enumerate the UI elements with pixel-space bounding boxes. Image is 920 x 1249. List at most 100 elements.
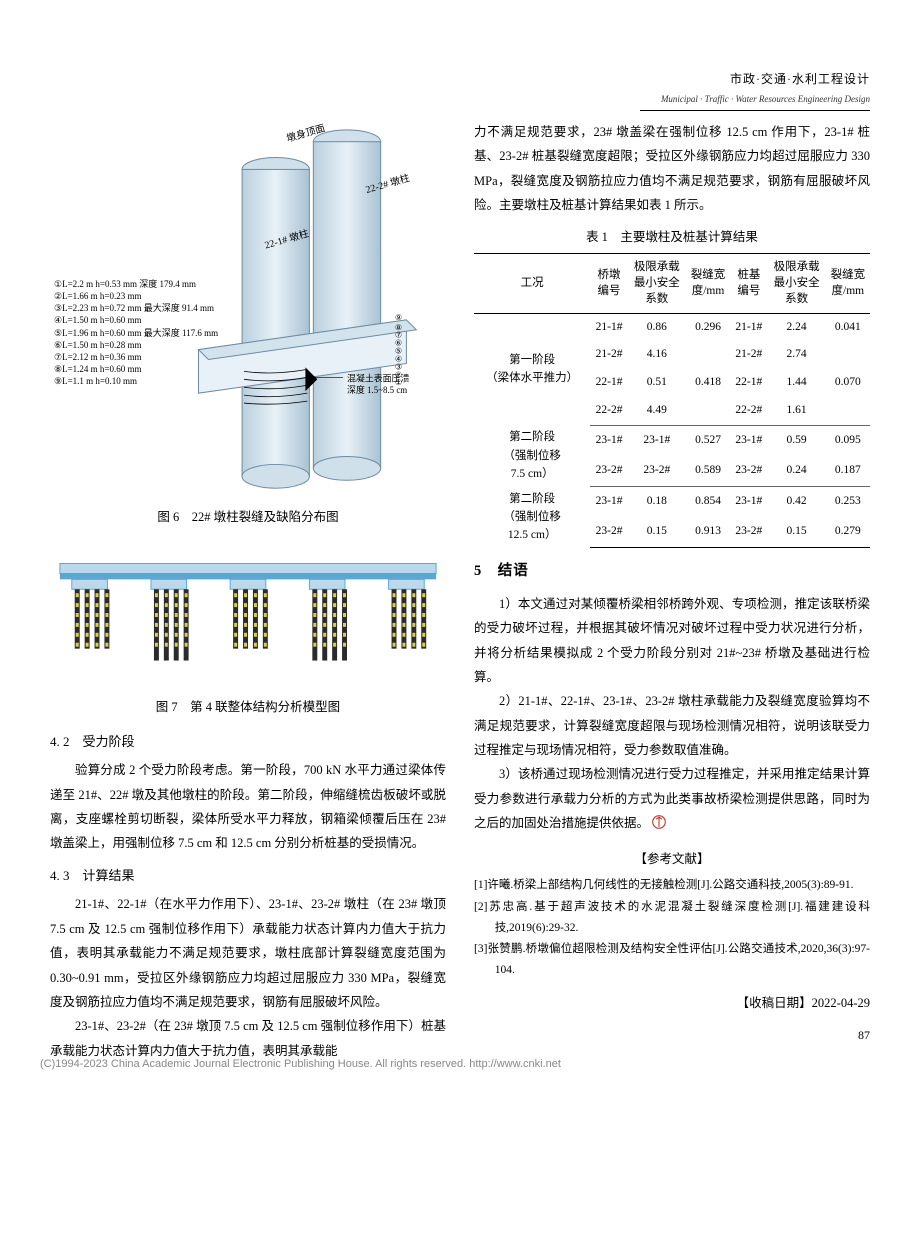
fig6-crack-label-list: ①L=2.2 m h=0.53 mm 深度 179.4 mm ②L=1.66 m… (54, 278, 218, 387)
left-column: ①L=2.2 m h=0.53 mm 深度 179.4 mm ②L=1.66 m… (50, 120, 446, 1063)
table-cell: 0.253 (826, 487, 870, 518)
ref-1: [1]许曦.桥梁上部结构几何线性的无接触检测[J].公路交通科技,2005(3)… (474, 875, 870, 896)
section-5-heading: 5 结语 (474, 558, 870, 586)
table-cell: 4.49 (628, 397, 686, 425)
table-cell: 0.070 (826, 369, 870, 397)
table-cell: 0.279 (826, 517, 870, 548)
table-cell: 23-2# (730, 456, 767, 487)
group-name-cell: 第二阶段（强制位移12.5 cm） (474, 487, 590, 548)
th-6: 裂缝宽度/mm (826, 254, 870, 313)
fig6-crack-3: ③L=2.23 m h=0.72 mm 最大深度 91.4 mm (54, 302, 218, 314)
svg-text:⑨: ⑨ (395, 313, 402, 322)
end-mark-icon (652, 815, 666, 829)
right-column: 力不满足规范要求，23# 墩盖梁在强制位移 12.5 cm 作用下，23-1# … (474, 120, 870, 1063)
fig7-svg (50, 540, 446, 690)
table-cell: 0.15 (628, 517, 686, 548)
table-cell: 0.527 (686, 425, 730, 456)
fig6-caption: 图 6 22# 墩柱裂缝及缺陷分布图 (50, 506, 446, 530)
table-cell: 0.51 (628, 369, 686, 397)
th-4: 桩基编号 (730, 254, 767, 313)
table-cell: 23-1# (590, 425, 627, 456)
table-cell: 23-2# (730, 517, 767, 548)
table-cell: 1.44 (768, 369, 826, 397)
section-4-3-title: 计算结果 (83, 868, 135, 883)
table-row: 第二阶段（强制位移7.5 cm）23-1#23-1#0.52723-1#0.59… (474, 425, 870, 456)
fig6-crack-7: ⑦L=2.12 m h=0.36 mm (54, 351, 218, 363)
header-category-cn: 市政·交通·水利工程设计 (640, 68, 870, 91)
fig6-crack-8: ⑧L=1.24 m h=0.60 mm (54, 363, 218, 375)
th-0: 工况 (474, 254, 590, 313)
table-cell: 21-2# (590, 341, 627, 369)
table-cell: 22-2# (590, 397, 627, 425)
table1-caption: 表 1 主要墩柱及桩基计算结果 (474, 226, 870, 250)
th-1: 桥墩编号 (590, 254, 627, 313)
ref-2: [2]苏忠高.基于超声波技术的水泥混凝土裂缝深度检测[J].福建建设科技,201… (474, 897, 870, 940)
table-cell: 1.61 (768, 397, 826, 425)
table-cell (826, 397, 870, 425)
th-5: 极限承载最小安全系数 (768, 254, 826, 313)
table-cell: 0.589 (686, 456, 730, 487)
para-5-3-text: 3）该桥通过现场检测情况进行受力过程推定，并采用推定结果计算受力参数进行承载力分… (474, 767, 870, 830)
para-4-3a: 21-1#、22-1#（在水平力作用下）、23-1#、23-2# 墩柱（在 23… (50, 892, 446, 1014)
para-5-2: 2）21-1#、22-1#、23-1#、23-2# 墩柱承载能力及裂缝宽度验算均… (474, 689, 870, 762)
table-cell: 0.041 (826, 313, 870, 341)
table-header-row: 工况 桥墩编号 极限承载最小安全系数 裂缝宽度/mm 桩基编号 极限承载最小安全… (474, 254, 870, 313)
table-row: 第二阶段（强制位移12.5 cm）23-1#0.180.85423-1#0.42… (474, 487, 870, 518)
table-cell: 23-1# (730, 487, 767, 518)
section-4-2-title: 受力阶段 (83, 734, 135, 749)
table-cell: 21-1# (590, 313, 627, 341)
section-4-3-heading: 4. 3 计算结果 (50, 864, 446, 889)
table-cell: 0.854 (686, 487, 730, 518)
para-4-2: 验算分成 2 个受力阶段考虑。第一阶段，700 kN 水平力通过梁体传递至 21… (50, 758, 446, 856)
table-cell: 0.913 (686, 517, 730, 548)
table-cell: 0.15 (768, 517, 826, 548)
page-number: 87 (858, 1024, 870, 1047)
table-row: 第一阶段（梁体水平推力）21-1#0.860.29621-1#2.240.041 (474, 313, 870, 341)
fig6-crack-9: ⑨L=1.1 m h=0.10 mm (54, 375, 218, 387)
table-cell (686, 341, 730, 369)
section-4-3-num: 4. 3 (50, 868, 70, 883)
table-cell (826, 341, 870, 369)
table-cell: 23-2# (590, 456, 627, 487)
figure-6: ①L=2.2 m h=0.53 mm 深度 179.4 mm ②L=1.66 m… (50, 120, 446, 500)
ref-3: [3]张赞鹏.桥墩偏位超限检测及结构安全性评估[J].公路交通技术,2020,3… (474, 939, 870, 982)
para-right-top: 力不满足规范要求，23# 墩盖梁在强制位移 12.5 cm 作用下，23-1# … (474, 120, 870, 218)
section-4-2-num: 4. 2 (50, 734, 70, 749)
fig7-caption: 图 7 第 4 联整体结构分析模型图 (50, 696, 446, 720)
table-cell: 21-1# (730, 313, 767, 341)
header-category: 市政·交通·水利工程设计 Municipal · Traffic · Water… (640, 68, 870, 111)
two-column-layout: ①L=2.2 m h=0.53 mm 深度 179.4 mm ②L=1.66 m… (50, 120, 870, 1063)
group-name-cell: 第二阶段（强制位移7.5 cm） (474, 425, 590, 486)
table-cell: 0.24 (768, 456, 826, 487)
fig6-concrete-note-1: 混凝土表面压溃 (347, 372, 409, 383)
table-cell: 4.16 (628, 341, 686, 369)
table-cell: 23-1# (590, 487, 627, 518)
th-3: 裂缝宽度/mm (686, 254, 730, 313)
table-cell: 0.86 (628, 313, 686, 341)
th-2: 极限承载最小安全系数 (628, 254, 686, 313)
table-cell: 0.187 (826, 456, 870, 487)
table-cell: 22-2# (730, 397, 767, 425)
table-cell: 21-2# (730, 341, 767, 369)
table-cell: 0.418 (686, 369, 730, 397)
fig6-concrete-note-2: 深度 1.5~8.5 cm (347, 384, 407, 395)
fig6-crack-6: ⑥L=1.50 m h=0.28 mm (54, 339, 218, 351)
table-cell: 0.18 (628, 487, 686, 518)
table-1: 工况 桥墩编号 极限承载最小安全系数 裂缝宽度/mm 桩基编号 极限承载最小安全… (474, 253, 870, 548)
table-cell: 23-2# (590, 517, 627, 548)
receipt-date: 【收稿日期】2022-04-29 (474, 992, 870, 1016)
table-cell: 0.59 (768, 425, 826, 456)
table-cell: 22-1# (590, 369, 627, 397)
section-5-title: 结语 (498, 563, 529, 579)
table-cell: 0.296 (686, 313, 730, 341)
table-cell: 23-1# (628, 425, 686, 456)
para-5-1: 1）本文通过对某倾覆桥梁相邻桥跨外观、专项检测，推定该联桥梁的受力破坏过程，并根… (474, 592, 870, 690)
para-5-3: 3）该桥通过现场检测情况进行受力过程推定，并采用推定结果计算受力参数进行承载力分… (474, 762, 870, 835)
table-cell: 22-1# (730, 369, 767, 397)
group-name-cell: 第一阶段（梁体水平推力） (474, 313, 590, 425)
fig6-crack-5: ⑤L=1.96 m h=0.60 mm 最大深度 117.6 mm (54, 327, 218, 339)
fig6-crack-4: ④L=1.50 m h=0.60 mm (54, 314, 218, 326)
figure-7 (50, 540, 446, 690)
table-cell: 23-2# (628, 456, 686, 487)
table-cell (686, 397, 730, 425)
